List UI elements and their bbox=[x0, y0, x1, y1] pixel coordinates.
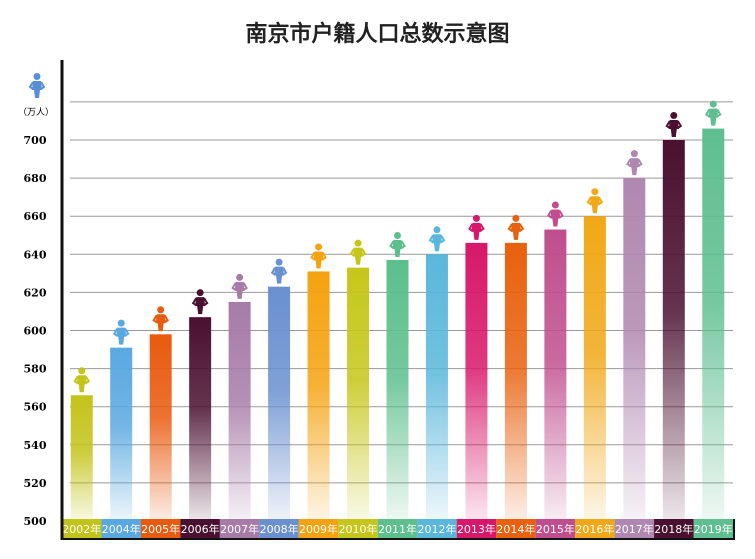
bar-2007年 bbox=[228, 301, 251, 521]
x-label-bg bbox=[496, 519, 536, 538]
person-icon bbox=[547, 201, 564, 227]
x-label-bg bbox=[62, 519, 102, 538]
x-label-bg bbox=[259, 519, 299, 538]
x-label-bg bbox=[614, 519, 655, 538]
person-icon bbox=[428, 226, 446, 252]
x-tick-label: 2007年 bbox=[220, 522, 259, 536]
y-tick-label: 680 bbox=[24, 172, 47, 185]
person-icon bbox=[73, 367, 91, 393]
x-label-bg bbox=[535, 519, 576, 538]
bar-2015年 bbox=[544, 229, 567, 521]
x-tick-label: 2018年 bbox=[654, 522, 693, 536]
y-tick-label: 540 bbox=[24, 439, 47, 452]
x-label-bg bbox=[101, 519, 141, 538]
y-tick-label: 580 bbox=[24, 363, 47, 376]
x-label-bg bbox=[140, 519, 181, 538]
x-tick-label: 2019年 bbox=[694, 522, 733, 536]
y-tick-label: 520 bbox=[24, 477, 47, 490]
x-label-bg bbox=[693, 519, 733, 538]
bar-2013年 bbox=[465, 242, 488, 521]
person-icon bbox=[586, 188, 604, 214]
x-tick-label: 2004年 bbox=[102, 522, 141, 536]
x-label-bg bbox=[180, 519, 220, 538]
person-icon bbox=[112, 319, 130, 345]
x-label-bg bbox=[338, 519, 378, 538]
x-label-bg bbox=[417, 519, 457, 538]
bar-2002年 bbox=[70, 395, 93, 521]
bar-2017年 bbox=[623, 178, 646, 521]
person-icon bbox=[152, 306, 170, 332]
person-icon bbox=[665, 112, 683, 137]
x-tick-label: 2010年 bbox=[339, 522, 378, 536]
x-label-bg bbox=[456, 519, 497, 538]
bar-2004年 bbox=[110, 347, 133, 521]
bar-2008年 bbox=[268, 286, 291, 521]
y-tick-label: 660 bbox=[24, 210, 47, 223]
bar-2014年 bbox=[504, 242, 527, 521]
person-icon bbox=[625, 150, 643, 176]
x-tick-label: 2011年 bbox=[378, 522, 417, 536]
bar-2011年 bbox=[386, 260, 409, 521]
x-tick-label: 2008年 bbox=[260, 522, 299, 536]
bar-2019年 bbox=[702, 128, 725, 521]
x-tick-label: 2013年 bbox=[457, 522, 496, 536]
bar-2005年 bbox=[149, 334, 172, 521]
x-tick-label: 2006年 bbox=[181, 522, 220, 536]
x-tick-label: 2016年 bbox=[575, 522, 614, 536]
x-label-bg bbox=[575, 519, 615, 538]
bar-2012年 bbox=[425, 254, 448, 522]
x-label-bg bbox=[654, 519, 694, 538]
unit-person-icon bbox=[28, 73, 46, 98]
bar-2006年 bbox=[189, 317, 212, 521]
person-icon bbox=[389, 232, 406, 258]
bar-2016年 bbox=[583, 216, 606, 521]
y-tick-label: 600 bbox=[24, 325, 47, 338]
person-icon bbox=[310, 243, 327, 269]
x-tick-label: 2014年 bbox=[496, 522, 535, 536]
person-icon bbox=[191, 289, 209, 315]
y-tick-label: 620 bbox=[24, 286, 47, 299]
chart-title: 南京市户籍人口总数示意图 bbox=[245, 21, 510, 47]
x-tick-label: 2002年 bbox=[62, 522, 101, 536]
x-label-bg bbox=[377, 519, 418, 538]
x-tick-label: 2015年 bbox=[536, 522, 575, 536]
y-axis-label: （万人） bbox=[18, 107, 54, 118]
person-icon bbox=[270, 258, 288, 284]
person-icon bbox=[507, 214, 525, 240]
x-label-bg bbox=[298, 519, 339, 538]
person-icon bbox=[468, 214, 485, 240]
y-tick-label: 560 bbox=[24, 401, 47, 414]
person-icon bbox=[349, 239, 367, 265]
y-tick-label: 700 bbox=[24, 134, 47, 147]
x-tick-label: 2005年 bbox=[141, 522, 180, 536]
x-tick-label: 2009年 bbox=[299, 522, 338, 536]
bar-2018年 bbox=[662, 140, 685, 521]
bar-2010年 bbox=[347, 267, 370, 521]
x-label-bg bbox=[219, 519, 260, 538]
x-tick-label: 2017年 bbox=[615, 522, 654, 536]
y-tick-label: 640 bbox=[24, 248, 47, 261]
bar-2009年 bbox=[307, 271, 330, 521]
person-icon bbox=[704, 100, 722, 126]
x-tick-label: 2012年 bbox=[417, 522, 456, 536]
y-tick-label: 500 bbox=[24, 515, 47, 528]
person-icon bbox=[231, 273, 248, 299]
